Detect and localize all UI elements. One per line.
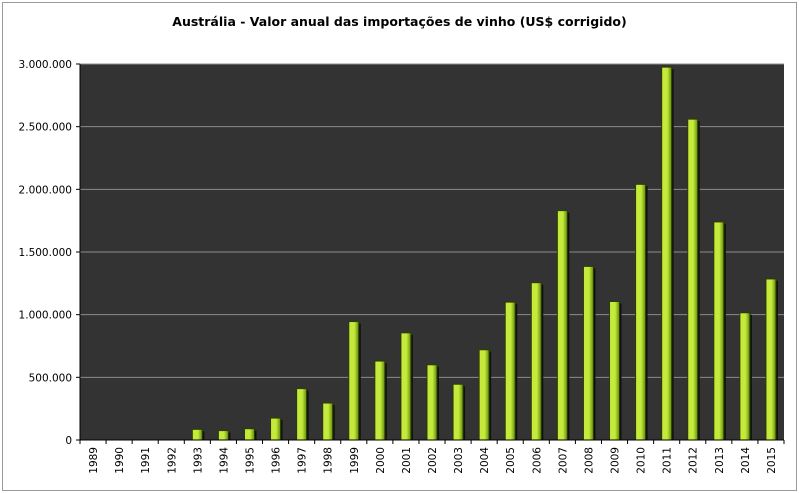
bar (478, 349, 490, 441)
x-tick-label: 2009 (610, 447, 622, 474)
bar (243, 428, 255, 441)
x-tick-label: 2002 (427, 447, 439, 474)
bar (374, 360, 386, 441)
x-tick-label: 1999 (349, 447, 361, 474)
y-tick-label: 1.000.000 (19, 310, 72, 322)
x-tick-label: 1991 (140, 447, 152, 474)
bar (296, 388, 308, 441)
bar (713, 221, 725, 441)
x-tick-label: 1994 (218, 447, 230, 474)
x-tick-label: 2014 (740, 447, 752, 474)
x-tick-label: 2013 (714, 447, 726, 474)
bar (687, 118, 699, 441)
x-tick-label: 1990 (114, 447, 126, 474)
bar (661, 66, 673, 441)
y-tick-label: 0 (65, 435, 72, 447)
x-tick-label: 2004 (479, 447, 491, 474)
bar (322, 402, 334, 441)
bar (426, 364, 438, 441)
bar (217, 430, 229, 441)
x-tick-label: 2015 (766, 447, 778, 474)
y-tick-label: 2.500.000 (19, 122, 72, 134)
x-tick-label: 2003 (453, 447, 465, 474)
bar (400, 332, 412, 441)
bar (270, 417, 282, 441)
x-tick-label: 1992 (166, 447, 178, 474)
bar (191, 428, 203, 441)
x-tick-label: 1997 (297, 447, 309, 474)
x-tick-label: 1996 (271, 447, 283, 474)
y-tick-label: 2.000.000 (19, 184, 72, 196)
x-tick-label: 1993 (192, 447, 204, 474)
x-tick-label: 2001 (401, 447, 413, 474)
bar (765, 278, 777, 441)
x-tick-label: 1995 (244, 447, 256, 474)
x-tick-label: 1998 (323, 447, 335, 474)
bar (504, 301, 516, 441)
y-tick-label: 500.000 (29, 372, 72, 384)
x-tick-label: 2006 (531, 447, 543, 474)
x-tick-label: 2008 (583, 447, 595, 474)
bar (556, 210, 568, 441)
y-tick-label: 3.000.000 (19, 59, 72, 71)
x-tick-label: 2010 (636, 447, 648, 474)
x-tick-label: 2012 (688, 447, 700, 474)
bar (452, 383, 464, 441)
bar (582, 265, 594, 441)
x-tick-label: 2007 (557, 447, 569, 474)
y-tick-label: 1.500.000 (19, 247, 72, 259)
x-tick-label: 1989 (88, 447, 100, 474)
bar (530, 282, 542, 441)
chart-title: Austrália - Valor anual das importações … (172, 14, 627, 29)
bar (609, 301, 621, 441)
x-tick-label: 2005 (505, 447, 517, 474)
x-tick-label: 2000 (375, 447, 387, 474)
x-tick-label: 2011 (662, 447, 674, 474)
bar (635, 183, 647, 441)
bar (348, 321, 360, 441)
bar (739, 312, 751, 441)
